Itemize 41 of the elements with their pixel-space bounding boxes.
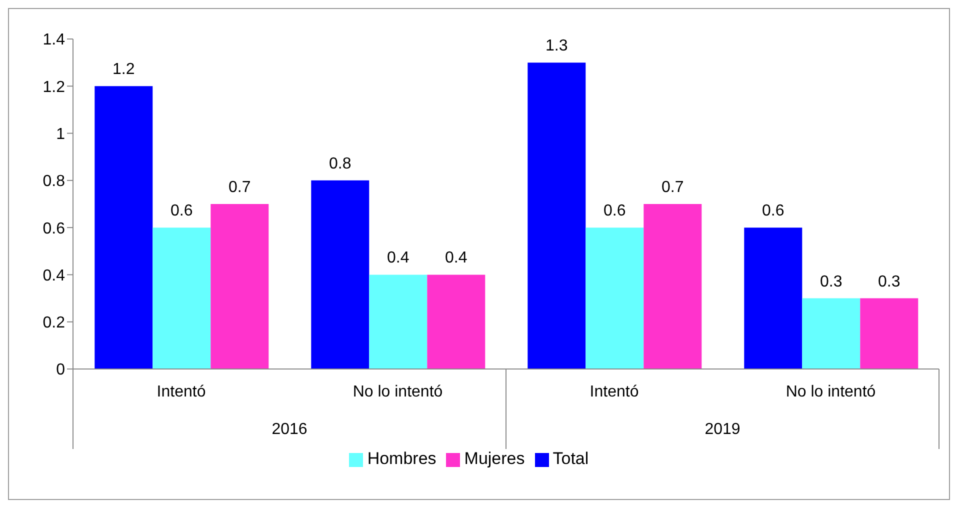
data-label: 0.6 [762, 202, 784, 220]
legend-label: Mujeres [464, 449, 525, 468]
y-tick-label: 0.8 [42, 173, 66, 190]
text: 2016 [270, 421, 308, 439]
data-label: 1.2 [112, 61, 135, 78]
y-tick-label: 0.6 [42, 220, 66, 238]
y-tick-label: 0 [56, 362, 66, 379]
x-tick-label: No lo intentó [352, 383, 443, 400]
data-label: 0.7 [662, 179, 684, 196]
bar [210, 204, 269, 369]
bar [311, 180, 370, 369]
data-label: 0.4 [387, 250, 410, 267]
data-label: 0.7 [228, 179, 251, 196]
bar [369, 274, 428, 369]
bar [860, 298, 918, 369]
data-label: 0.3 [878, 273, 900, 290]
x-tick-label: Intentó [590, 383, 639, 400]
data-label: 0.6 [170, 202, 193, 220]
legend-label: Hombres [367, 449, 436, 468]
y-tick-label: 0.4 [42, 267, 66, 284]
y-tick-label: 0.2 [42, 314, 66, 332]
x-tick-label: No lo intentó [786, 383, 876, 400]
bar [152, 228, 211, 369]
data-label: 0.6 [604, 202, 626, 220]
bar [586, 228, 644, 369]
y-tick-label: 1.4 [42, 32, 66, 49]
data-label: 0.8 [329, 155, 352, 172]
data-label: 0.4 [445, 250, 468, 267]
x-tick-label: Intentó [156, 383, 206, 400]
y-tick-label: 1.2 [42, 78, 66, 96]
bar [94, 86, 153, 369]
y-tick-label: 1 [56, 126, 66, 143]
legend-label: Total [552, 449, 589, 468]
text: 2019 [704, 421, 742, 439]
data-label: 0.3 [820, 273, 842, 290]
bar [802, 298, 860, 369]
bar [528, 62, 586, 369]
data-label: 1.3 [546, 38, 568, 55]
bar [744, 228, 802, 369]
bar [644, 204, 702, 369]
bar [427, 274, 486, 369]
